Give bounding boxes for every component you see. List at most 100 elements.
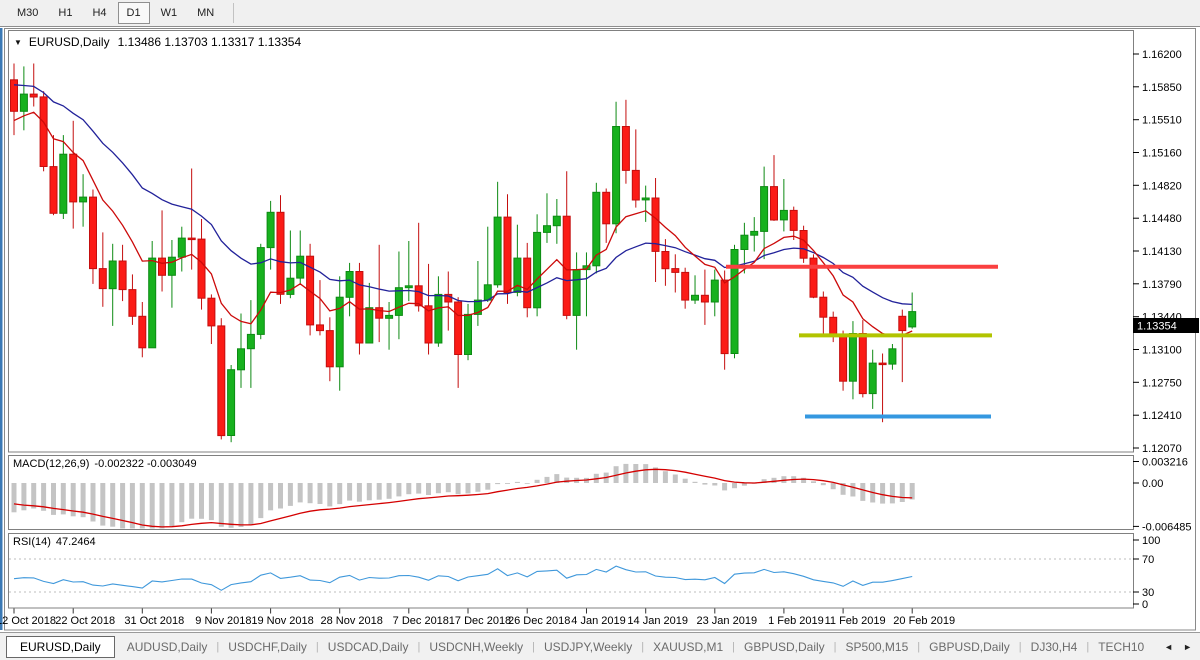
candle-body	[69, 153, 78, 203]
timeframe-button-m30[interactable]: M30	[17, 7, 39, 19]
macd-bar	[712, 483, 718, 486]
macd-bar	[495, 483, 501, 485]
tab-separator: |	[732, 640, 735, 653]
tab-scroll-left-icon[interactable]: ◄	[1164, 641, 1174, 652]
ma-slow-line	[13, 84, 913, 306]
macd-bar	[100, 483, 106, 526]
candle-body	[237, 348, 245, 371]
date-tick-label: 31 Oct 2018	[124, 615, 184, 627]
candle-body	[29, 93, 38, 98]
candle-body	[434, 293, 443, 344]
macd-bar	[692, 481, 698, 483]
candle-body	[789, 209, 798, 231]
price-tick-label: 1.13790	[1142, 279, 1182, 291]
price-tick-label: 1.16200	[1142, 49, 1182, 61]
date-axis[interactable]: 12 Oct 2018 22 Oct 2018 31 Oct 2018 9 Nov 2…	[0, 608, 955, 628]
tab-eurusd-daily[interactable]: EURUSD,Daily	[6, 635, 115, 658]
toolbar-separator	[233, 3, 235, 23]
tab-dj30-h4[interactable]: DJ30,H4	[1030, 639, 1078, 654]
timeframe-button-h1[interactable]: H1	[58, 7, 73, 19]
date-tick-label: 12 Oct 2018	[0, 615, 56, 627]
tab-gbpusd-daily[interactable]: GBPUSD,Daily	[929, 639, 1010, 654]
current-price-label: 1.13354	[1137, 321, 1177, 333]
candle-body	[868, 362, 877, 395]
chart-title: ▼ EURUSD,Daily 1.13486 1.13703 1.13317 1.1…	[14, 35, 301, 49]
candle-body	[316, 324, 324, 332]
candle-body	[750, 230, 759, 236]
main-plot-area[interactable]	[8, 30, 1134, 453]
timeframe-button-w1[interactable]: W1	[160, 7, 178, 19]
date-tick-label: 17 Dec 2018	[449, 615, 511, 627]
candle-body	[848, 333, 857, 382]
macd-bar	[771, 477, 777, 483]
tab-xauusd-m1[interactable]: XAUUSD,M1	[653, 639, 724, 654]
macd-bar	[860, 483, 866, 501]
candle-body	[651, 197, 660, 252]
candle-series	[10, 63, 917, 443]
macd-bar	[159, 483, 165, 529]
candle-body	[365, 307, 374, 344]
candle-body	[464, 313, 472, 355]
timeframe-button-d1[interactable]: D1	[117, 2, 150, 24]
candle-body	[681, 271, 690, 301]
candle-body	[621, 126, 630, 171]
rsi-plot-area[interactable]	[8, 533, 1134, 609]
tab-usdchf-daily[interactable]: USDCHF,Daily	[228, 639, 307, 654]
candle-body	[770, 186, 778, 221]
candle-body	[809, 257, 818, 298]
tab-sp500-m15[interactable]: SP500,M15	[845, 639, 909, 654]
candle-body	[217, 325, 226, 437]
tab-separator: |	[315, 640, 319, 653]
candle-body	[108, 260, 117, 290]
candle-body	[207, 297, 216, 327]
macd-plot-area[interactable]	[8, 455, 1134, 530]
tab-tech10[interactable]: TECH10	[1098, 639, 1145, 654]
macd-bar	[801, 477, 807, 483]
rsi-value: 47.2464	[55, 536, 96, 548]
candle-body	[177, 237, 186, 258]
tab-gbpusd-daily[interactable]: GBPUSD,Daily	[743, 639, 825, 654]
timeframe-button-h4[interactable]: H4	[92, 7, 107, 19]
macd-bar	[129, 483, 135, 529]
macd-bar	[51, 483, 56, 515]
tab-separator: |	[641, 640, 645, 653]
rsi-tick-label: 70	[1142, 554, 1154, 566]
macd-bar	[741, 483, 747, 486]
candle-body	[562, 215, 571, 316]
macd-bar	[396, 483, 402, 497]
tab-usdcnh-weekly[interactable]: USDCNH,Weekly	[429, 639, 524, 654]
macd-bar	[149, 483, 155, 529]
macd-bar	[722, 483, 728, 491]
macd-bar	[169, 483, 175, 527]
current-price-badge	[1133, 318, 1199, 333]
macd-axis[interactable]: 0.003216 0.00 -0.006485	[1133, 457, 1192, 534]
candle-body	[760, 186, 769, 232]
candle-body	[523, 257, 532, 309]
tab-separator: |	[1086, 640, 1090, 653]
macd-bar	[31, 483, 37, 509]
candle-body	[266, 211, 275, 249]
timeframe-button-mn[interactable]: MN	[197, 7, 215, 19]
rsi-label: RSI(14) 47.2464	[13, 536, 96, 548]
candle-body	[829, 316, 838, 336]
tab-usdjpy-weekly[interactable]: USDJPY,Weekly	[543, 639, 633, 654]
candle-body	[819, 296, 828, 318]
chart-dropdown-icon[interactable]: ▼	[14, 38, 22, 47]
date-tick-label: 26 Dec 2018	[508, 615, 570, 627]
tab-scroll-right-icon[interactable]: ►	[1183, 641, 1192, 652]
macd-bar	[189, 483, 195, 519]
candle-body	[661, 251, 670, 270]
macd-bar	[485, 483, 491, 490]
candle-body	[454, 301, 463, 355]
candle-body	[473, 299, 482, 315]
tab-audusd-daily[interactable]: AUDUSD,Daily	[126, 639, 208, 654]
tab-usdcad-daily[interactable]: USDCAD,Daily	[327, 639, 409, 654]
candle-body	[533, 231, 542, 309]
rsi-axis[interactable]: 100 70 300	[1133, 535, 1160, 611]
macd-bar	[327, 483, 333, 507]
macd-bar	[70, 483, 76, 517]
price-axis[interactable]: 1.16200 1.15850 1.15510 1.15160 1.14820 1.144…	[1133, 49, 1199, 455]
tab-separator: |	[216, 640, 220, 653]
price-tick-label: 1.13100	[1142, 345, 1182, 357]
